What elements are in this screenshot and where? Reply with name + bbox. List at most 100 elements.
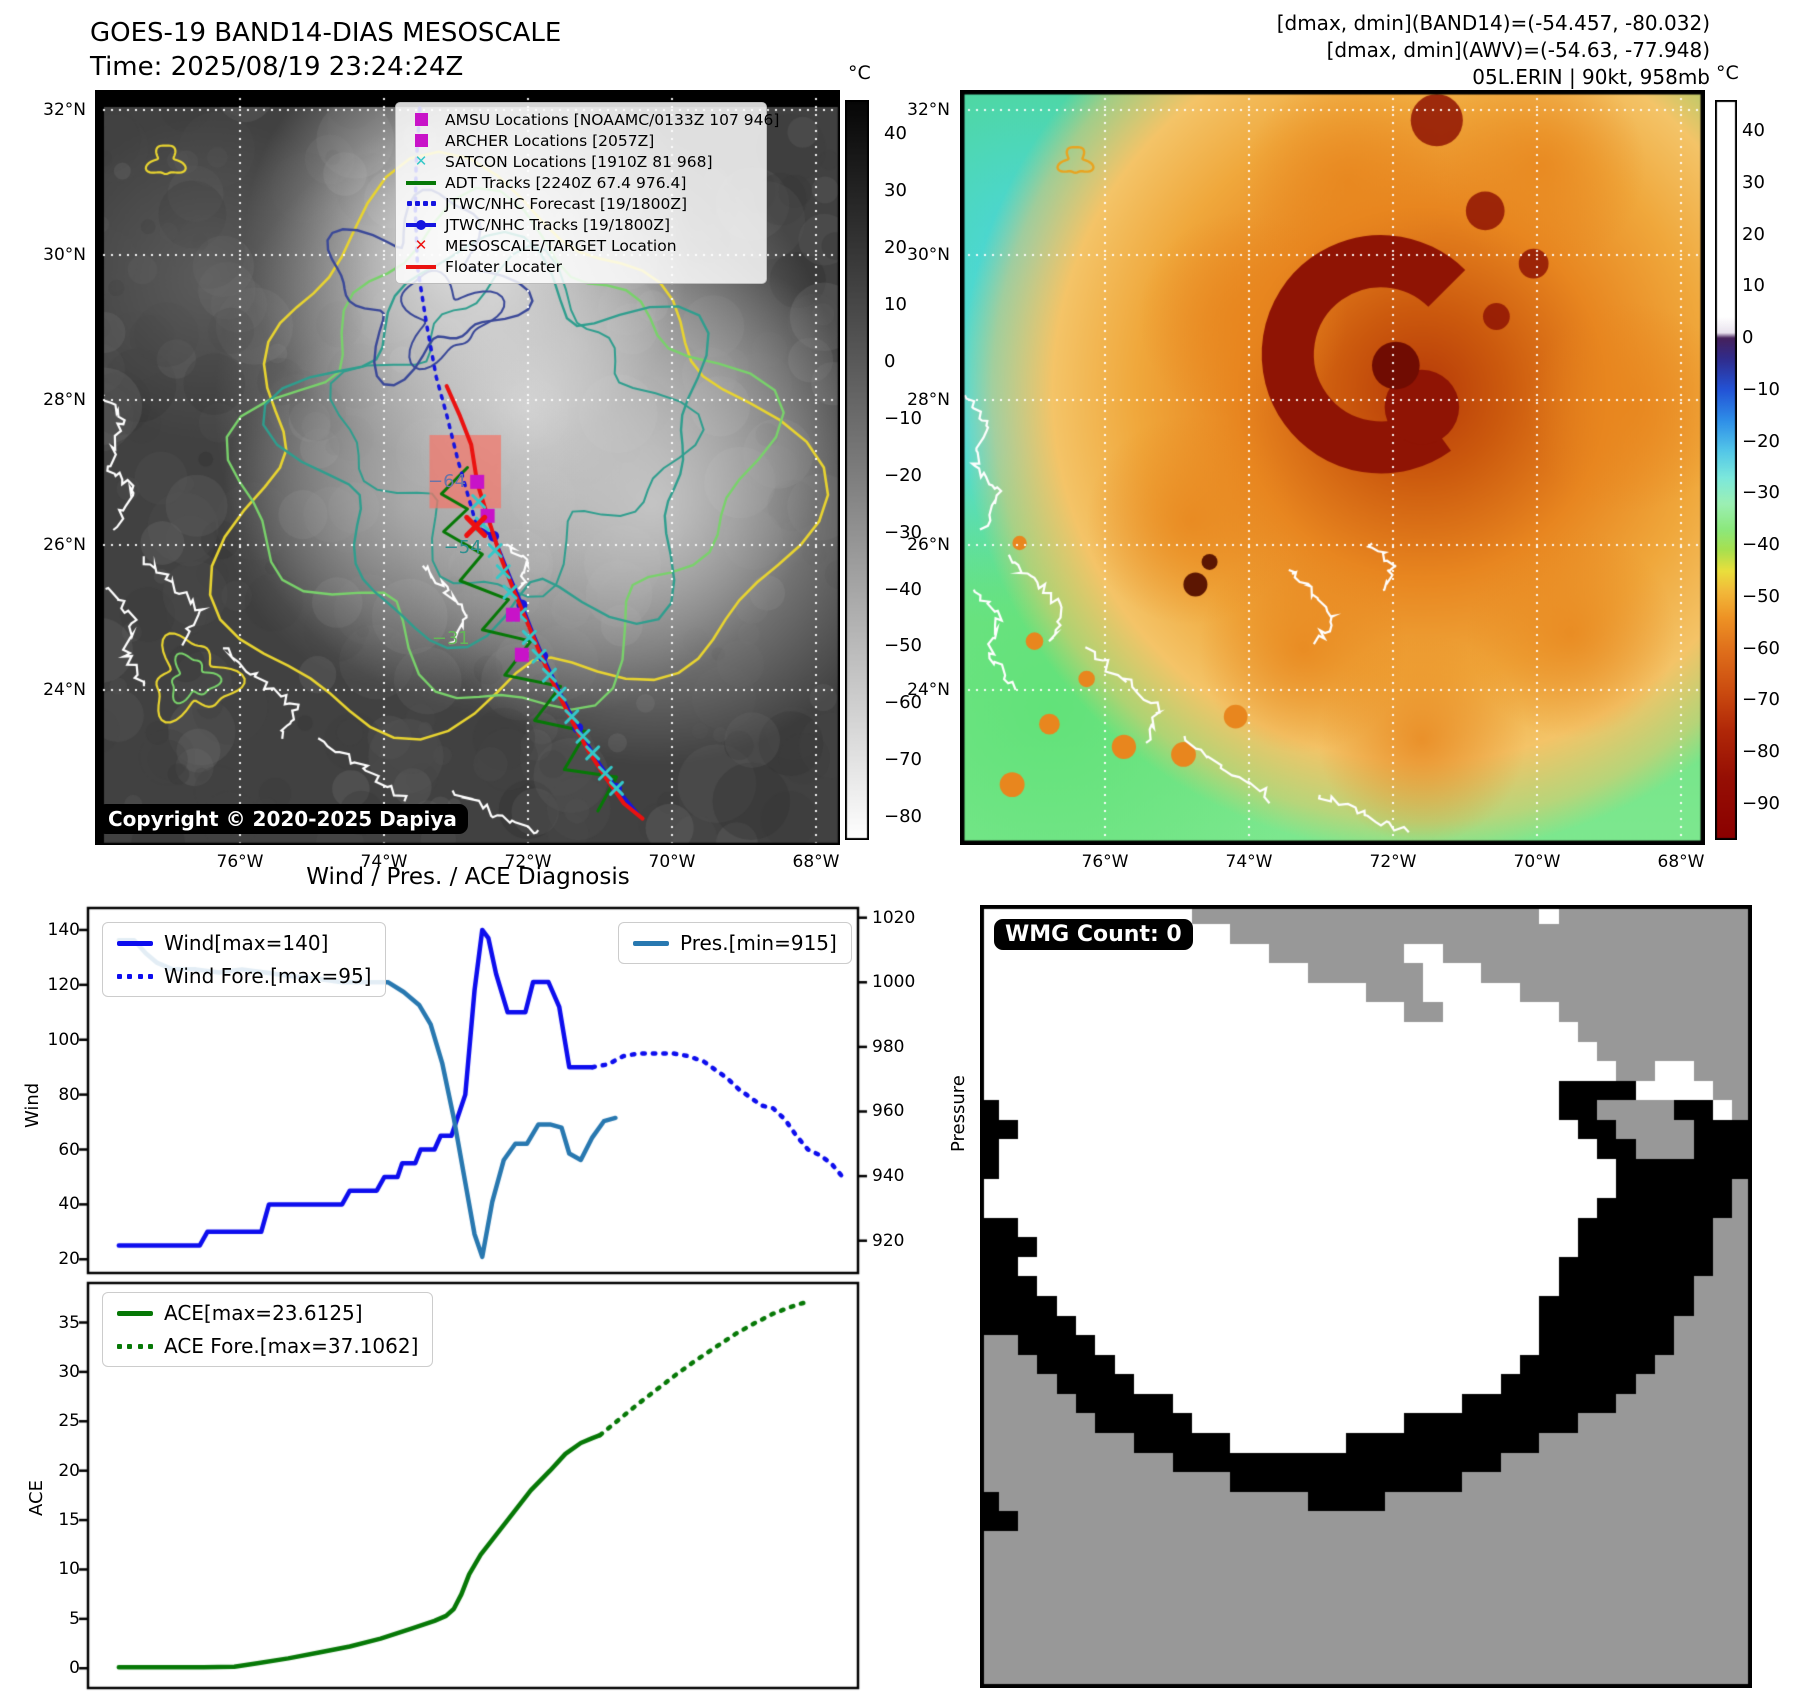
band14-map-panel: AMSU Locations [NOAAMC/0133Z 107 946] ARC… — [95, 90, 840, 845]
map-legend-label: AMSU Locations [NOAAMC/0133Z 107 946] — [445, 110, 780, 129]
line-marker-icon — [405, 259, 437, 275]
wind-forecast-dotted-swatch — [117, 973, 153, 979]
ace-tick: 15 — [58, 1510, 80, 1531]
ace-forecast-legend-row: ACE Fore.[max=37.1062] — [117, 1334, 418, 1358]
colorbar-tick: 40 — [1742, 120, 1765, 142]
title-line1: GOES-19 BAND14-DIAS MESOSCALE — [90, 18, 562, 48]
wind-tick: 80 — [58, 1084, 80, 1105]
ace-tick: 5 — [69, 1608, 80, 1629]
contour-label: −31 — [431, 627, 470, 649]
contour-label: −64 — [428, 471, 466, 493]
line-marker-icon — [405, 175, 437, 191]
pressure-tick: 940 — [872, 1166, 905, 1187]
colorbar-tick: 10 — [884, 293, 907, 315]
pressure-tick: 960 — [872, 1101, 905, 1122]
colorbar-tick: 0 — [884, 350, 896, 372]
lon-label: 70°W — [648, 852, 696, 872]
pressure-axis-label: Pressure — [948, 1075, 969, 1152]
wind-forecast-legend-row: Wind Fore.[max=95] — [117, 964, 371, 988]
colorbar-tick: −90 — [1742, 792, 1780, 814]
wind-tick: 20 — [58, 1249, 80, 1270]
colorbar-tick: 20 — [1742, 223, 1765, 245]
colorbar-left-unit: °C — [848, 62, 871, 84]
lon-label: 68°W — [1657, 852, 1705, 872]
pressure-tick: 920 — [872, 1230, 905, 1251]
colorbar-tick: −40 — [1742, 534, 1780, 556]
x-marker-icon: ✕ — [414, 152, 428, 170]
map-legend-label: ADT Tracks [2240Z 67.4 976.4] — [445, 173, 687, 192]
colorbar-tick: −70 — [884, 749, 922, 771]
wmg-panel: WMG Count: 0 — [980, 905, 1752, 1688]
colorbar-tick: −30 — [884, 521, 922, 543]
pressure-tick: 1020 — [872, 907, 916, 928]
map-legend-row: ARCHER Locations [2057Z] — [405, 131, 757, 150]
map-legend-label: ARCHER Locations [2057Z] — [445, 131, 655, 150]
map-legend-row: ✕ SATCON Locations [1910Z 81 968] — [405, 152, 757, 171]
colorbar-tick: 10 — [1742, 275, 1765, 297]
lon-label: 76°W — [1081, 852, 1129, 872]
copyright-badge: Copyright © 2020-2025 Dapiya — [97, 804, 468, 834]
dmax-band14-text: [dmax, dmin](BAND14)=(-54.457, -80.032) — [1276, 11, 1710, 35]
wind-line-swatch — [117, 940, 153, 946]
map-legend-row: ✕ MESOSCALE/TARGET Location — [405, 236, 757, 255]
lat-label: 32°N — [907, 100, 950, 120]
square-marker-icon — [405, 112, 437, 128]
wind-tick: 40 — [58, 1194, 80, 1215]
colorbar-tick: −80 — [1742, 741, 1780, 763]
map-legend-label: JTWC/NHC Forecast [19/1800Z] — [445, 194, 688, 213]
color-ir-satellite-canvas — [960, 90, 1705, 845]
colorbar-tick: −50 — [884, 635, 922, 657]
map-legend-row: JTWC/NHC Forecast [19/1800Z] — [405, 194, 757, 213]
colorbar-tick: −60 — [884, 692, 922, 714]
lon-label: 72°W — [504, 852, 552, 872]
ace-forecast-legend-label: ACE Fore.[max=37.1062] — [164, 1334, 419, 1358]
wind-legend-label: Wind[max=140] — [164, 931, 329, 955]
wind-tick: 140 — [47, 919, 80, 940]
map-legend-label: MESOSCALE/TARGET Location — [445, 236, 677, 255]
right-map-title: [dmax, dmin](BAND14)=(-54.457, -80.032) … — [1277, 10, 1710, 91]
ace-legend-label: ACE[max=23.6125] — [164, 1301, 363, 1325]
lat-label: 24°N — [907, 680, 950, 700]
map-legend-label: JTWC/NHC Tracks [19/1800Z] — [445, 215, 671, 234]
pressure-legend-row: Pres.[min=915] — [633, 931, 837, 955]
lat-label: 28°N — [43, 390, 86, 410]
map-legend: AMSU Locations [NOAAMC/0133Z 107 946] ARC… — [395, 102, 779, 284]
colorbar-tick: 40 — [884, 123, 907, 145]
lat-label: 28°N — [907, 390, 950, 410]
ace-tick: 35 — [58, 1312, 80, 1333]
wind-tick: 60 — [58, 1139, 80, 1160]
lat-label: 30°N — [907, 245, 950, 265]
colorbar-tick: −20 — [884, 464, 922, 486]
pressure-legend: Pres.[min=915] — [618, 922, 852, 964]
square-marker-icon — [405, 133, 437, 149]
ace-tick: 0 — [69, 1658, 80, 1679]
wind-legend-row: Wind[max=140] — [117, 931, 371, 955]
lon-label: 74°W — [1225, 852, 1273, 872]
color-ir-map-panel — [960, 90, 1705, 845]
colorbar-tick: −70 — [1742, 689, 1780, 711]
colorbar-tick: −10 — [884, 407, 922, 429]
map-legend-label: SATCON Locations [1910Z 81 968] — [445, 152, 713, 171]
colorbar-tick: 30 — [1742, 171, 1765, 193]
wind-tick: 100 — [47, 1029, 80, 1050]
ace-tick: 10 — [58, 1559, 80, 1580]
ace-legend-row: ACE[max=23.6125] — [117, 1301, 418, 1325]
colorbar-tick: −30 — [1742, 482, 1780, 504]
title-line2: Time: 2025/08/19 23:24:24Z — [90, 52, 464, 82]
wind-tick: 120 — [47, 974, 80, 995]
colorbar-tick: −40 — [884, 578, 922, 600]
ace-forecast-dotted-swatch — [117, 1343, 153, 1349]
map-legend-label: Floater Locater — [445, 257, 562, 276]
ace-legend: ACE[max=23.6125] ACE Fore.[max=37.1062] — [102, 1292, 434, 1367]
map-legend-row: JTWC/NHC Tracks [19/1800Z] — [405, 215, 757, 234]
lon-label: 74°W — [360, 852, 408, 872]
lon-label: 70°W — [1513, 852, 1561, 872]
lat-label: 26°N — [43, 535, 86, 555]
ace-tick: 25 — [58, 1411, 80, 1432]
ace-line-swatch — [117, 1310, 153, 1316]
colorbar-tick: −50 — [1742, 585, 1780, 607]
chart-title: Wind / Pres. / ACE Diagnosis — [306, 864, 630, 890]
dmax-awv-text: [dmax, dmin](AWV)=(-54.63, -77.948) — [1326, 38, 1710, 62]
pressure-line-swatch — [633, 940, 669, 946]
